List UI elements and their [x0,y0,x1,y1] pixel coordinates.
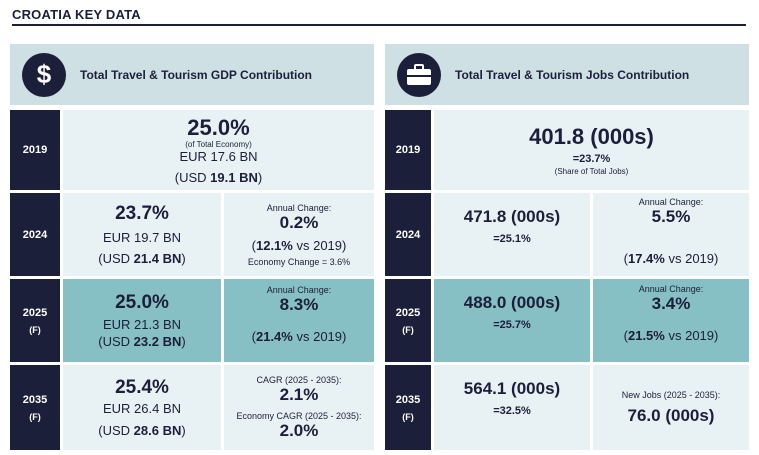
gdp-2035-cagr-cell: CAGR (2025 - 2035): 2.1% Economy CAGR (2… [224,365,374,450]
forecast-mark: (F) [402,411,414,422]
jobs-2025-change-cell: Annual Change: 3.4% (21.5% vs 2019) [593,279,749,362]
year-label: 2035 (F) [385,365,431,450]
year-text: 2025 [22,306,48,319]
page-title: CROATIA KEY DATA [12,7,141,22]
forecast-mark: (F) [29,411,41,422]
jobs-2019-share: =23.7% [572,153,611,165]
jobs-2025-value: 488.0 (000s) [463,293,561,312]
jobs-2025-change: 3.4% [651,294,691,313]
jobs-2025-share: =25.7% [493,319,531,331]
year-text: 2019 [22,144,48,156]
jobs-2035-new-cell: New Jobs (2025 - 2035): 76.0 (000s) [593,365,749,450]
jobs-row-2035: 2035 (F) 564.1 (000s) =32.5% New Jobs (20… [385,365,749,450]
gdp-2025-change: 8.3% [279,295,319,314]
jobs-2024-vs: (17.4% vs 2019) [623,251,719,266]
year-label: 2019 [385,110,431,190]
year-label: 2025 (F) [385,279,431,362]
year-label: 2024 [385,193,431,276]
gdp-2024-change-label: Annual Change: [266,202,332,213]
forecast-mark: (F) [402,324,414,335]
year-text: 2019 [395,144,421,156]
gdp-2035-usd: (USD 28.6 BN) [98,423,186,438]
jobs-2024-value-cell: 471.8 (000s) =25.1% [434,193,590,276]
jobs-row-2019: 2019 401.8 (000s) =23.7% (Share of Total… [385,110,749,190]
gdp-2025-vs: (21.4% vs 2019) [251,329,347,344]
jobs-2024-change: 5.5% [651,207,691,226]
year-label: 2035 (F) [10,365,60,450]
jobs-row-2024: 2024 471.8 (000s) =25.1% Annual Change: … [385,193,749,276]
gdp-row-2024: 2024 23.7% EUR 19.7 BN (USD 21.4 BN) Ann… [10,193,374,276]
gdp-2025-pct: 25.0% [115,292,169,313]
forecast-mark: (F) [29,324,41,335]
gdp-2024-change: 0.2% [279,212,319,232]
gdp-2019-pct-note: (of Total Economy) [185,140,252,149]
jobs-2025-value-cell: 488.0 (000s) =25.7% [434,279,590,362]
year-text: 2025 [395,306,421,319]
gdp-2019-cell: 25.0% (of Total Economy) EUR 17.6 BN (US… [63,110,374,190]
briefcase-icon [397,52,441,97]
gdp-2024-usd: (USD 21.4 BN) [98,251,186,266]
jobs-2019-note: (Share of Total Jobs) [554,167,629,176]
gdp-2025-value-cell: 25.0% EUR 21.3 BN (USD 23.2 BN) [63,279,221,362]
jobs-2035-new-label: New Jobs (2025 - 2035): [621,389,721,400]
year-text: 2035 [395,393,421,406]
jobs-panel-title: Total Travel & Tourism Jobs Contribution [455,67,690,82]
jobs-2025-vs: (21.5% vs 2019) [623,328,719,343]
year-label: 2025 (F) [10,279,60,362]
gdp-row-2035: 2035 (F) 25.4% EUR 26.4 BN (USD 28.6 BN) … [10,365,374,450]
gdp-2019-eur: EUR 17.6 BN [179,149,258,164]
gdp-2035-eur: EUR 26.4 BN [102,401,182,416]
jobs-panel-header: Total Travel & Tourism Jobs Contribution [385,44,749,105]
jobs-2024-value: 471.8 (000s) [463,207,561,226]
gdp-2025-eur: EUR 21.3 BN [102,317,182,332]
gdp-row-2025: 2025 (F) 25.0% EUR 21.3 BN (USD 23.2 BN) … [10,279,374,362]
gdp-2035-cagr-label: CAGR (2025 - 2035): [256,374,342,385]
jobs-2024-change-label: Annual Change: [638,197,704,207]
gdp-2024-change-cell: Annual Change: 0.2% (12.1% vs 2019) Econ… [224,193,374,276]
gdp-2025-change-cell: Annual Change: 8.3% (21.4% vs 2019) [224,279,374,362]
gdp-panel-header: $ Total Travel & Tourism GDP Contributio… [10,44,374,105]
jobs-row-2025: 2025 (F) 488.0 (000s) =25.7% Annual Chang… [385,279,749,362]
year-text: 2024 [395,228,421,241]
jobs-2024-share: =25.1% [493,233,531,245]
gdp-2035-cagr: 2.1% [279,384,319,404]
jobs-2035-new-value: 76.0 (000s) [627,405,715,425]
jobs-2019-value: 401.8 (000s) [529,124,654,149]
year-label: 2024 [10,193,60,276]
gdp-2035-value-cell: 25.4% EUR 26.4 BN (USD 28.6 BN) [63,365,221,450]
jobs-2019-cell: 401.8 (000s) =23.7% (Share of Total Jobs… [434,110,749,190]
gdp-2035-econ-cagr-label: Economy CAGR (2025 - 2035): [236,410,362,421]
gdp-row-2019: 2019 25.0% (of Total Economy) EUR 17.6 B… [10,110,374,190]
jobs-panel: Total Travel & Tourism Jobs Contribution… [385,44,749,450]
gdp-2024-econ-change: Economy Change = 3.6% [247,256,351,267]
year-text: 2024 [22,228,48,241]
gdp-panel: $ Total Travel & Tourism GDP Contributio… [10,44,374,450]
gdp-2035-pct: 25.4% [115,377,169,398]
jobs-2035-share: =32.5% [493,405,531,417]
dollar-icon: $ [22,52,66,97]
gdp-2024-pct: 23.7% [115,203,169,224]
gdp-2019-pct: 25.0% [187,115,250,140]
gdp-2025-change-label: Annual Change: [266,285,332,295]
gdp-2024-eur: EUR 19.7 BN [102,230,182,245]
jobs-2025-change-label: Annual Change: [638,284,704,294]
year-text: 2035 [22,393,48,406]
gdp-2035-econ-cagr: 2.0% [279,420,319,440]
gdp-2019-usd: (USD 19.1 BN) [174,170,263,185]
gdp-2025-usd: (USD 23.2 BN) [98,334,186,349]
jobs-2035-value-cell: 564.1 (000s) =32.5% [434,365,590,450]
gdp-2024-value-cell: 23.7% EUR 19.7 BN (USD 21.4 BN) [63,193,221,276]
gdp-2024-vs: (12.1% vs 2019) [251,237,347,253]
year-label: 2019 [10,110,60,190]
jobs-2024-change-cell: Annual Change: 5.5% (17.4% vs 2019) [593,193,749,276]
gdp-panel-title: Total Travel & Tourism GDP Contribution [80,67,313,82]
jobs-2035-value: 564.1 (000s) [463,379,561,398]
title-divider [12,24,746,26]
